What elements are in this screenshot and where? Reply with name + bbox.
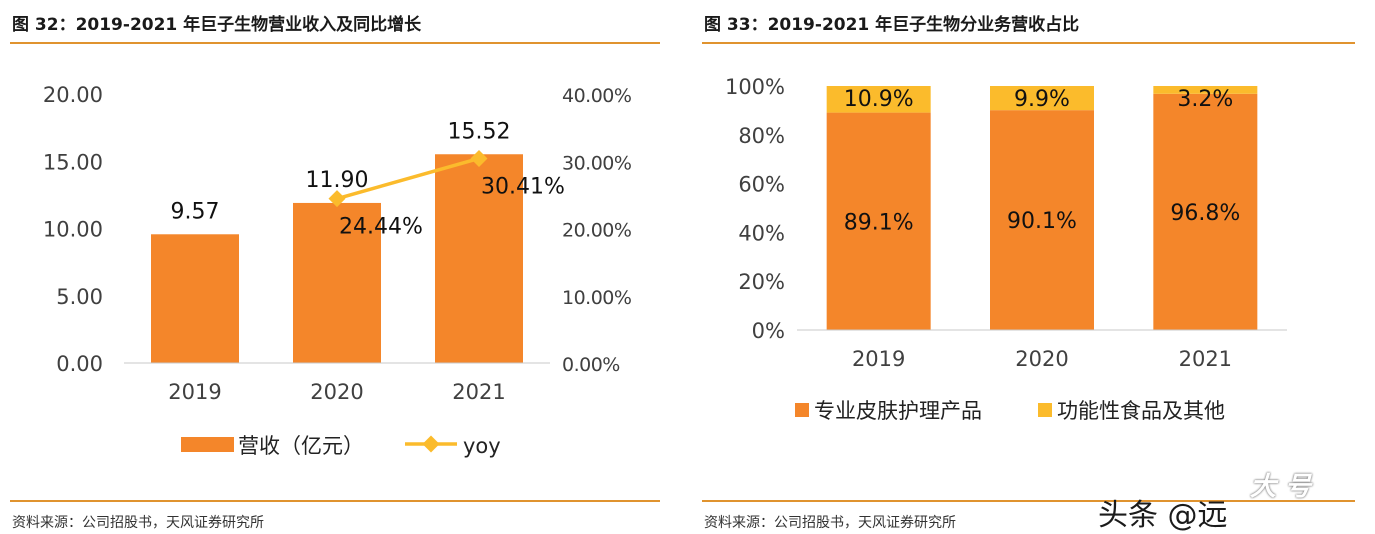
segment-bottom-rule bbox=[702, 500, 1355, 502]
y-tick-label: 15.00 bbox=[43, 150, 103, 174]
x-tick-label: 2021 bbox=[452, 380, 505, 404]
legend-food-label: 功能性食品及其他 bbox=[1057, 399, 1225, 423]
legend-revenue-swatch bbox=[181, 437, 234, 452]
segment-chart: 0% 20% 40% 60% 80% 100% 89.1% 10.9% 2019 90.1% 9.9… bbox=[725, 75, 1287, 423]
yoy-point bbox=[328, 190, 346, 208]
y2-tick-label: 10.00% bbox=[562, 287, 631, 309]
legend-yoy-marker bbox=[422, 435, 440, 453]
x-tick-label: 2019 bbox=[168, 380, 221, 404]
y-tick-label: 0% bbox=[752, 319, 785, 343]
yoy-point-label: 24.44% bbox=[339, 215, 423, 240]
x-tick-label: 2020 bbox=[310, 380, 363, 404]
revenue-bar bbox=[151, 234, 239, 363]
x-tick-label: 2019 bbox=[852, 347, 905, 371]
food-segment bbox=[1153, 86, 1258, 94]
y-tick-label: 5.00 bbox=[56, 285, 103, 309]
segment-source-note: 资料来源：公司招股书，天风证券研究所 bbox=[704, 515, 956, 531]
y2-tick-label: 40.00% bbox=[562, 85, 631, 107]
revenue-bar-label: 11.90 bbox=[306, 168, 369, 193]
revenue-bar-label: 9.57 bbox=[171, 199, 220, 224]
segment-panel: 图 33：2019-2021 年巨子生物分业务营收占比 0% 20% 40% 60% 8… bbox=[692, 0, 1375, 534]
yoy-line bbox=[336, 156, 480, 201]
revenue-chart: 0.00 5.00 10.00 15.00 20.00 0.00% 10.00% 20.00%… bbox=[43, 83, 632, 458]
y2-tick-label: 0.00% bbox=[562, 354, 620, 376]
y-tick-label: 60% bbox=[738, 173, 785, 197]
y-tick-label: 100% bbox=[725, 75, 785, 99]
watermark-corner-text: 大 号 bbox=[1250, 472, 1312, 502]
revenue-source-note: 资料来源：公司招股书，天风证券研究所 bbox=[12, 515, 264, 531]
skincare-segment bbox=[990, 110, 1094, 330]
yoy-point-label: 30.41% bbox=[481, 174, 565, 199]
food-segment bbox=[826, 86, 931, 113]
legend-revenue-label: 营收（亿元） bbox=[238, 434, 364, 458]
revenue-top-rule bbox=[10, 42, 660, 44]
legend-food-swatch bbox=[1038, 403, 1052, 417]
legend-yoy-label: yoy bbox=[463, 434, 501, 458]
y-tick-label: 40% bbox=[738, 221, 785, 245]
skincare-segment bbox=[1153, 93, 1258, 330]
revenue-bottom-rule bbox=[10, 500, 660, 502]
skincare-segment-label: 89.1% bbox=[844, 210, 914, 235]
yoy-point bbox=[470, 150, 488, 167]
segment-figure-title: 图 33：2019-2021 年巨子生物分业务营收占比 bbox=[704, 15, 1080, 35]
food-segment-label: 10.9% bbox=[844, 87, 914, 112]
revenue-bar bbox=[435, 154, 523, 363]
y2-tick-label: 20.00% bbox=[562, 220, 631, 242]
revenue-bar-label: 15.52 bbox=[448, 119, 511, 144]
y-tick-label: 10.00 bbox=[43, 218, 103, 242]
watermark-text: 头条 @远 bbox=[1098, 498, 1228, 533]
y2-tick-label: 30.00% bbox=[562, 152, 631, 174]
y-tick-label: 20.00 bbox=[43, 83, 103, 107]
food-segment-label: 3.2% bbox=[1177, 87, 1233, 112]
legend-skincare-label: 专业皮肤护理产品 bbox=[814, 399, 982, 423]
food-segment-label: 9.9% bbox=[1014, 87, 1070, 112]
x-tick-label: 2021 bbox=[1179, 347, 1232, 371]
skincare-segment bbox=[826, 112, 931, 330]
food-segment bbox=[990, 86, 1094, 111]
revenue-panel: 图 32：2019-2021 年巨子生物营业收入及同比增长 0.00 5.00 10… bbox=[0, 0, 670, 534]
x-tick-label: 2020 bbox=[1015, 347, 1068, 371]
skincare-segment-label: 90.1% bbox=[1007, 209, 1077, 234]
y-tick-label: 20% bbox=[738, 270, 785, 294]
revenue-figure-title: 图 32：2019-2021 年巨子生物营业收入及同比增长 bbox=[12, 15, 422, 35]
revenue-bar bbox=[293, 202, 381, 363]
y-tick-label: 0.00 bbox=[56, 352, 103, 376]
legend-skincare-swatch bbox=[795, 403, 809, 417]
skincare-segment-label: 96.8% bbox=[1170, 201, 1240, 226]
segment-top-rule bbox=[702, 42, 1355, 44]
y-tick-label: 80% bbox=[738, 124, 785, 148]
